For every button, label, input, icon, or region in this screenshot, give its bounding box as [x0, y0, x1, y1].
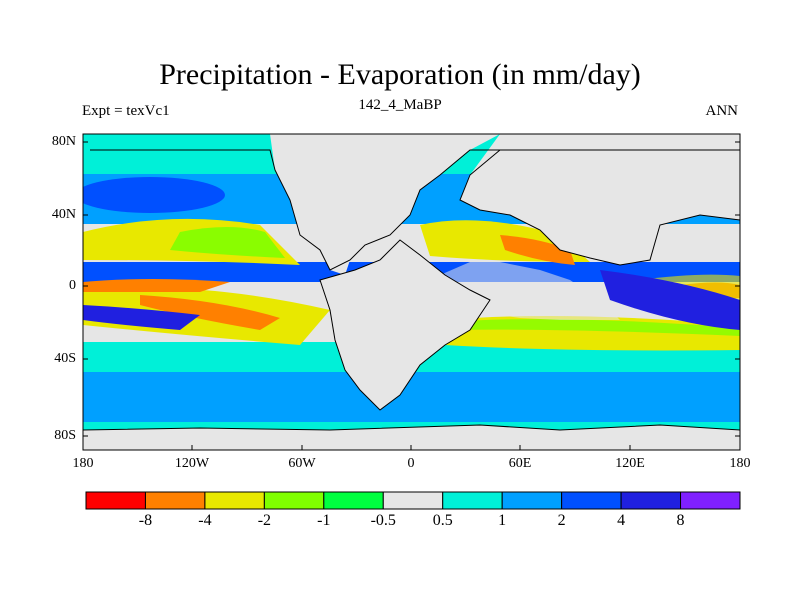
y-tick-label: 40S [54, 351, 76, 366]
colorbar-swatch [382, 491, 444, 510]
colorbar-label: -4 [198, 512, 212, 529]
y-tick-label: 80S [54, 428, 76, 443]
north-america [90, 134, 500, 275]
colorbar-label: -0.5 [370, 512, 396, 529]
np-storm-track [83, 177, 225, 213]
colorbar-swatch [263, 491, 325, 510]
antarctica [83, 425, 740, 450]
equator-dry [83, 279, 230, 292]
warm-pool [600, 270, 740, 330]
colorbar-swatch [442, 491, 503, 510]
map-field [83, 134, 740, 450]
colorbar-label: 2 [557, 512, 566, 529]
coastline [83, 149, 740, 431]
y-tick-label: 40N [51, 207, 76, 222]
south-indian-blue [83, 305, 200, 330]
x-tick-label: 0 [407, 456, 415, 471]
x-tick-label: 60W [288, 456, 316, 471]
y-tick-marks [83, 141, 740, 437]
x-tick-label: 60E [508, 456, 532, 471]
colorbar-swatch [501, 491, 563, 510]
eurasia [460, 134, 740, 265]
y-tick-label: 0 [69, 278, 76, 293]
africa-india [440, 262, 620, 320]
colorbar-label: 8 [676, 512, 685, 529]
x-tick-label: 180 [72, 456, 94, 471]
colorbar-swatch [561, 491, 622, 510]
colorbar-swatch [85, 491, 146, 510]
map-title: Precipitation - Evaporation (in mm/day) [159, 58, 641, 91]
colorbar-label: 4 [617, 512, 626, 529]
x-tick-label: 120E [615, 456, 645, 471]
colorbar-label: -1 [317, 512, 331, 529]
x-tick-label: 120W [174, 456, 210, 471]
colorbar-label: 1 [498, 512, 507, 529]
colorbar-swatch [620, 491, 682, 510]
colorbar-swatch [680, 491, 741, 510]
npac-dry-inner [170, 227, 285, 258]
colorbar-swatch [204, 491, 265, 510]
colorbar-label: 0.5 [432, 512, 453, 529]
satl-dry-green [445, 319, 740, 336]
experiment-label: Expt = texVc1 [82, 103, 170, 119]
spac-dry-orange [140, 295, 280, 330]
band-southern-ocean [83, 372, 740, 422]
period-label: 142_4_MaBP [358, 97, 442, 113]
colorbar-swatch [144, 491, 206, 510]
y-tick-label: 80N [51, 134, 76, 149]
x-tick-marks [82, 445, 741, 450]
season-label: ANN [705, 103, 739, 119]
colorbar-label: -2 [257, 512, 272, 529]
colorbar-swatch [323, 491, 384, 510]
colorbar [85, 491, 741, 510]
natl-dry-orange [500, 235, 575, 265]
x-tick-label: 180 [729, 456, 751, 471]
colorbar-label: -8 [138, 512, 153, 529]
